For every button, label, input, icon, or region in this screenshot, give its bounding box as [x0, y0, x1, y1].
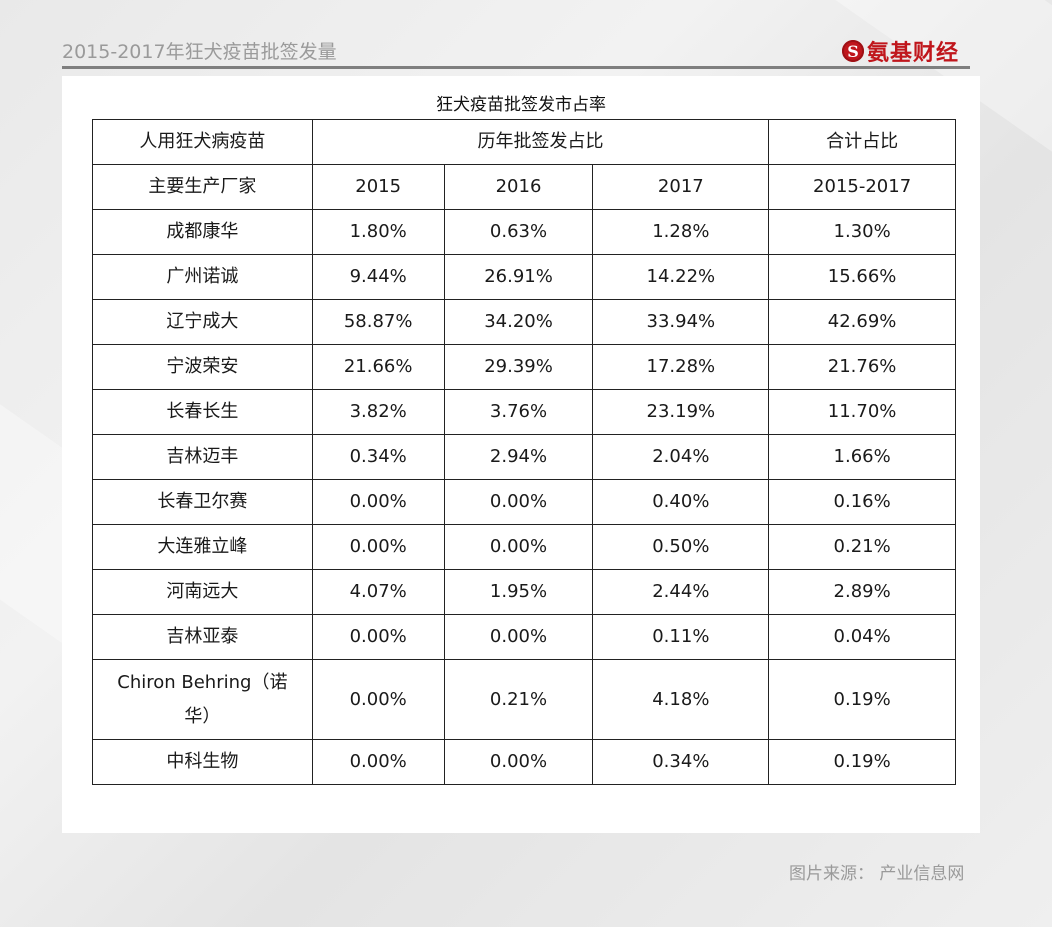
share-2016-cell: 0.00%: [443, 479, 594, 525]
brand-logo-icon: S: [842, 40, 864, 62]
page-title: 2015-2017年狂犬疫苗批签发量: [62, 41, 337, 63]
share-2016-cell: 26.91%: [443, 254, 594, 300]
manufacturer-cell: 河南远大: [92, 569, 313, 615]
share-2015-cell: 9.44%: [311, 254, 445, 300]
header-cell-manufacturer-group: 人用狂犬病疫苗: [92, 119, 313, 165]
manufacturer-cell: Chiron Behring（诺华）: [92, 659, 313, 740]
header-cell-manufacturer: 主要生产厂家: [92, 164, 313, 210]
header-cell-annual-share: 历年批签发占比: [311, 119, 770, 165]
share-2016-cell: 0.00%: [443, 739, 594, 785]
share-2017-cell: 0.50%: [592, 524, 770, 570]
share-2017-cell: 1.28%: [592, 209, 770, 255]
share-total-cell: 1.30%: [768, 209, 956, 255]
share-total-cell: 2.89%: [768, 569, 956, 615]
table-row: Chiron Behring（诺华） 0.00% 0.21% 4.18% 0.19%: [92, 659, 956, 740]
share-2015-cell: 0.00%: [311, 524, 445, 570]
share-2015-cell: 1.80%: [311, 209, 445, 255]
table-row: 吉林亚泰 0.00% 0.00% 0.11% 0.04%: [92, 614, 956, 660]
header-divider: [62, 66, 970, 69]
share-2016-cell: 0.21%: [443, 659, 594, 740]
share-2017-cell: 33.94%: [592, 299, 770, 345]
share-2017-cell: 0.34%: [592, 739, 770, 785]
share-2017-cell: 4.18%: [592, 659, 770, 740]
share-total-cell: 21.76%: [768, 344, 956, 390]
share-2017-cell: 2.44%: [592, 569, 770, 615]
share-2017-cell: 17.28%: [592, 344, 770, 390]
table-title: 狂犬疫苗批签发市占率: [436, 95, 606, 115]
table-row: 广州诺诚 9.44% 26.91% 14.22% 15.66%: [92, 254, 956, 300]
table-row: 河南远大 4.07% 1.95% 2.44% 2.89%: [92, 569, 956, 615]
manufacturer-cell: 成都康华: [92, 209, 313, 255]
share-total-cell: 0.21%: [768, 524, 956, 570]
share-total-cell: 0.19%: [768, 659, 956, 740]
brand-logo-text: 氨基财经: [867, 40, 960, 66]
table-row: 长春长生 3.82% 3.76% 23.19% 11.70%: [92, 389, 956, 435]
share-2016-cell: 1.95%: [443, 569, 594, 615]
manufacturer-cell: 吉林亚泰: [92, 614, 313, 660]
share-2015-cell: 4.07%: [311, 569, 445, 615]
share-2015-cell: 0.00%: [311, 739, 445, 785]
share-2017-cell: 0.11%: [592, 614, 770, 660]
share-2017-cell: 23.19%: [592, 389, 770, 435]
share-total-cell: 42.69%: [768, 299, 956, 345]
brand-logo: S 氨基财经: [842, 36, 959, 66]
table-row: 大连雅立峰 0.00% 0.00% 0.50% 0.21%: [92, 524, 956, 570]
table-row: 成都康华 1.80% 0.63% 1.28% 1.30%: [92, 209, 956, 255]
share-2015-cell: 21.66%: [311, 344, 445, 390]
header-cell-2015-2017: 2015-2017: [768, 164, 956, 210]
table-row: 长春卫尔赛 0.00% 0.00% 0.40% 0.16%: [92, 479, 956, 525]
manufacturer-cell: 长春长生: [92, 389, 313, 435]
share-total-cell: 1.66%: [768, 434, 956, 480]
share-2016-cell: 2.94%: [443, 434, 594, 480]
table-card: 狂犬疫苗批签发市占率 人用狂犬病疫苗 历年批签发占比 合计占比 主要生产厂家 2…: [62, 76, 980, 833]
share-total-cell: 15.66%: [768, 254, 956, 300]
table-header-row: 主要生产厂家 2015 2016 2017 2015-2017: [92, 164, 956, 210]
share-2017-cell: 14.22%: [592, 254, 770, 300]
table-row: 辽宁成大 58.87% 34.20% 33.94% 42.69%: [92, 299, 956, 345]
share-2016-cell: 0.00%: [443, 614, 594, 660]
share-total-cell: 11.70%: [768, 389, 956, 435]
header-cell-total-share: 合计占比: [768, 119, 956, 165]
header-cell-2015: 2015: [311, 164, 445, 210]
market-share-table: 人用狂犬病疫苗 历年批签发占比 合计占比 主要生产厂家 2015 2016 20…: [92, 119, 956, 785]
share-2015-cell: 0.00%: [311, 479, 445, 525]
share-total-cell: 0.19%: [768, 739, 956, 785]
share-2017-cell: 2.04%: [592, 434, 770, 480]
share-2015-cell: 0.00%: [311, 614, 445, 660]
share-2016-cell: 29.39%: [443, 344, 594, 390]
share-2015-cell: 58.87%: [311, 299, 445, 345]
image-source-note: 图片来源： 产业信息网: [789, 864, 965, 884]
share-total-cell: 0.04%: [768, 614, 956, 660]
manufacturer-cell: 广州诺诚: [92, 254, 313, 300]
share-total-cell: 0.16%: [768, 479, 956, 525]
header-cell-2016: 2016: [443, 164, 594, 210]
share-2015-cell: 0.00%: [311, 659, 445, 740]
share-2017-cell: 0.40%: [592, 479, 770, 525]
manufacturer-cell: 大连雅立峰: [92, 524, 313, 570]
header-cell-2017: 2017: [592, 164, 770, 210]
manufacturer-cell: 吉林迈丰: [92, 434, 313, 480]
manufacturer-cell: 辽宁成大: [92, 299, 313, 345]
share-2016-cell: 0.63%: [443, 209, 594, 255]
table-header-row: 人用狂犬病疫苗 历年批签发占比 合计占比: [92, 119, 956, 165]
manufacturer-cell: 长春卫尔赛: [92, 479, 313, 525]
share-2016-cell: 34.20%: [443, 299, 594, 345]
table-row: 中科生物 0.00% 0.00% 0.34% 0.19%: [92, 739, 956, 785]
table-row: 宁波荣安 21.66% 29.39% 17.28% 21.76%: [92, 344, 956, 390]
table-row: 吉林迈丰 0.34% 2.94% 2.04% 1.66%: [92, 434, 956, 480]
share-2015-cell: 3.82%: [311, 389, 445, 435]
manufacturer-cell: 宁波荣安: [92, 344, 313, 390]
share-2016-cell: 3.76%: [443, 389, 594, 435]
share-2015-cell: 0.34%: [311, 434, 445, 480]
manufacturer-cell: 中科生物: [92, 739, 313, 785]
share-2016-cell: 0.00%: [443, 524, 594, 570]
